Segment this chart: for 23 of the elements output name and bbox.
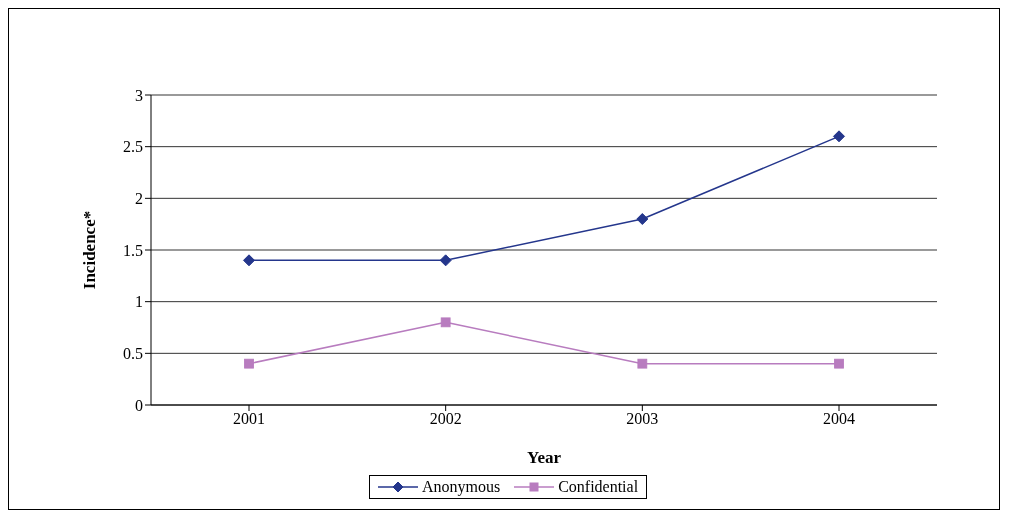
legend-label: Anonymous	[420, 478, 501, 496]
x-tick-label: 2003	[626, 410, 659, 428]
point	[439, 254, 452, 267]
legend-label: Confidential	[557, 478, 639, 496]
point	[637, 358, 648, 369]
point	[244, 358, 254, 369]
y-tick-label: 2	[135, 190, 143, 208]
x-tick-label: 2004	[823, 410, 855, 428]
point	[834, 358, 844, 369]
x-tick-label: 2002	[429, 410, 462, 428]
point	[833, 130, 845, 143]
x-tick-label: 2001	[233, 410, 265, 428]
point	[636, 213, 649, 225]
y-tick-label: 3	[135, 86, 143, 104]
y-tick-label: 1.5	[123, 241, 143, 259]
x-axis-title: Year	[527, 448, 562, 467]
y-tick-label: 2.5	[123, 138, 143, 156]
y-tick-label: 0.5	[123, 345, 143, 363]
y-axis-title: Incidence*	[80, 210, 100, 290]
y-tick-label: 0	[135, 396, 143, 414]
y-tick-label: 1	[135, 293, 143, 311]
point	[243, 254, 255, 267]
point	[440, 317, 451, 328]
